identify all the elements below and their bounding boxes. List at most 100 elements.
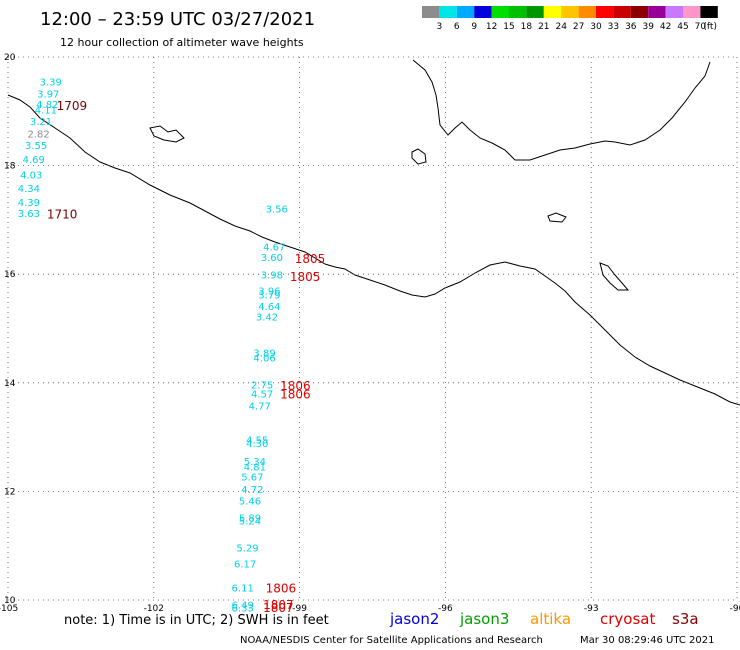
lat-tick-label: 10 [4, 596, 16, 606]
map-title: 12:00 – 23:59 UTC 03/27/2021 [40, 9, 315, 30]
map-panel: -105-102-99-96-93-90201816141210 3.393.9… [0, 53, 740, 615]
wave-height-value: 6.49 [232, 600, 254, 611]
wave-height-value: 5.24 [239, 517, 261, 528]
wave-height-value: 3.96 [258, 286, 280, 297]
wave-height-value: 4.69 [23, 155, 45, 166]
coastline-guatemala-lake [599, 262, 630, 291]
scale-tick-label: 3 [437, 22, 443, 32]
pass-time-label: 1806 [266, 582, 297, 596]
scale-swatch [648, 6, 666, 18]
wave-height-value: 6.11 [232, 584, 254, 595]
scale-swatch [683, 6, 701, 18]
coastline-michoacan-inlet [149, 125, 185, 143]
scale-swatch [439, 6, 457, 18]
wave-height-value: 4.06 [253, 353, 275, 364]
pass-time-label: 1709 [57, 99, 88, 113]
scale-swatch [596, 6, 614, 18]
wave-height-color-scale: 3 6 9 12 15 18 21 24 27 30 33 36 39 42 45 70(ft) [422, 6, 718, 32]
pass-time-label: 1807 [263, 598, 294, 612]
wave-height-value: 5.46 [239, 497, 261, 508]
scale-tick-label: 15 [503, 22, 514, 32]
satellite-legend-altika: altika [530, 610, 571, 628]
scale-swatch [526, 6, 544, 18]
wave-height-value: 3.39 [40, 77, 62, 88]
wave-height-value: 4.77 [249, 402, 271, 413]
wave-height-value: 3.60 [261, 253, 283, 264]
lat-tick-label: 14 [4, 379, 16, 389]
scale-swatch [561, 6, 579, 18]
wave-height-value: 4.03 [20, 170, 42, 181]
lon-tick-label: -90 [730, 604, 740, 614]
scale-tick-label: 45 [677, 22, 688, 32]
wave-height-value: 4.11 [35, 106, 57, 117]
scale-tick-label: 70 [695, 22, 707, 32]
lon-tick-label: -102 [144, 604, 164, 614]
pass-time-label: 1710 [47, 207, 78, 221]
wave-height-value: 6.33 [232, 604, 254, 615]
coastline-isthmus-lake [547, 212, 567, 223]
wave-height-value: 3.79 [258, 290, 280, 301]
satellite-legend-s3a: s3a [672, 610, 699, 628]
wave-height-value: 3.55 [25, 141, 47, 152]
satellite-legend: jason2 jason3 altika cryosat s3a [389, 610, 699, 628]
satellite-legend-jason3: jason3 [459, 610, 509, 628]
wave-height-value: 4.82 [36, 100, 58, 111]
scale-tick-label: 36 [625, 22, 637, 32]
wave-height-value: 4.30 [246, 439, 268, 450]
scale-tick-label: 24 [555, 22, 567, 32]
footer-note: note: 1) Time is in UTC; 2) SWH is in fe… [64, 613, 329, 628]
wave-height-value: 4.72 [241, 485, 263, 496]
wave-height-value: 3.98 [261, 271, 283, 282]
scale-tick-label: 33 [608, 22, 619, 32]
pass-time-label: 1805 [290, 270, 321, 284]
scale-tick-label: 39 [642, 22, 654, 32]
scale-swatch [491, 6, 509, 18]
scale-swatch [456, 6, 475, 18]
scale-tick-label: 30 [590, 22, 602, 32]
pass-time-label: 1805 [295, 252, 326, 266]
wave-height-value: 3.21 [30, 117, 52, 128]
wave-height-value: 4.57 [251, 390, 273, 401]
satellite-legend-jason2: jason2 [389, 610, 439, 628]
wave-height-value: 4.81 [244, 462, 266, 473]
lon-tick-label: -96 [438, 604, 453, 614]
lon-tick-label: -93 [584, 604, 599, 614]
lat-tick-label: 12 [4, 487, 15, 497]
scale-tick-label: 18 [521, 22, 533, 32]
scale-tick-label: 12 [486, 22, 497, 32]
wave-height-value: 6.17 [234, 560, 256, 571]
scale-tick-label: 27 [573, 22, 584, 32]
pass-time-label: 1807 [263, 601, 294, 615]
lat-lon-grid [7, 56, 738, 601]
map-subtitle: 12 hour collection of altimeter wave hei… [60, 36, 304, 49]
scale-tick-label: 42 [660, 22, 671, 32]
wave-height-value: 4.34 [18, 184, 40, 195]
wave-height-value: 5.29 [236, 543, 258, 554]
axis-tick-labels: -105 -102 -99 -96 -93 -90 20 18 16 14 12 10 [0, 53, 740, 614]
pass-time-label: 1806 [280, 388, 311, 402]
wave-height-value: 4.39 [18, 198, 40, 209]
wave-height-value: 5.34 [244, 457, 266, 468]
satellite-legend-cryosat: cryosat [600, 610, 655, 628]
wave-height-value: 3.97 [37, 89, 59, 100]
scale-swatch [543, 6, 562, 18]
pass-time-label: 1806 [280, 379, 311, 393]
wave-height-observations: 3.393.974.824.113.21 2.823.55 4.69 4.03 4.34… [18, 77, 288, 614]
wave-height-value: 5.67 [241, 473, 263, 484]
coastline-gulf [412, 59, 711, 161]
wave-height-value: 5.89 [239, 513, 261, 524]
coastline-mexico [7, 94, 740, 406]
scale-swatch [422, 6, 440, 18]
scale-tick-label: 9 [471, 22, 477, 32]
wave-height-value: 3.42 [256, 313, 278, 324]
wave-height-value: 2.82 [27, 130, 49, 141]
wave-height-value: 4.67 [263, 243, 285, 254]
lon-tick-label: -99 [292, 604, 307, 614]
lat-tick-label: 18 [4, 162, 16, 172]
coastline-yucatan-lake [411, 148, 427, 165]
scale-tick-label: 21 [538, 22, 549, 32]
lat-tick-label: 16 [4, 270, 16, 280]
wave-height-value: 3.89 [253, 348, 275, 359]
scale-swatch [474, 6, 492, 18]
